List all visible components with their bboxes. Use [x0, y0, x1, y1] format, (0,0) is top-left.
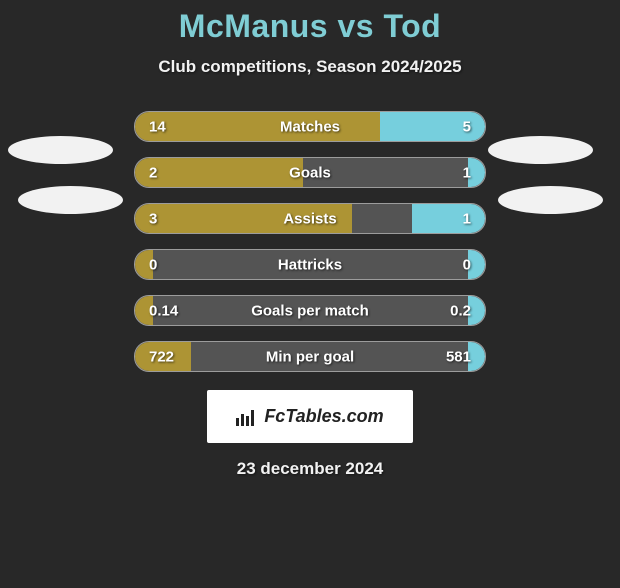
stat-value-left: 722 [149, 348, 174, 365]
stat-value-right: 5 [463, 118, 471, 135]
stat-fill-left [135, 158, 303, 187]
stat-value-right: 1 [463, 164, 471, 181]
stat-label: Min per goal [266, 348, 354, 365]
stat-fill-right [412, 204, 486, 233]
stat-label: Matches [280, 118, 340, 135]
bars-icon [236, 408, 258, 426]
stat-row: 2 1 Goals [134, 157, 486, 188]
stat-label: Goals [289, 164, 331, 181]
stat-value-left: 14 [149, 118, 166, 135]
stat-label: Assists [283, 210, 336, 227]
stat-value-left: 0 [149, 256, 157, 273]
stat-row: 0 0 Hattricks [134, 249, 486, 280]
stat-value-left: 3 [149, 210, 157, 227]
stat-value-right: 0 [463, 256, 471, 273]
stat-fill-left [135, 112, 380, 141]
stat-value-left: 0.14 [149, 302, 178, 319]
stat-row: 3 1 Assists [134, 203, 486, 234]
stats-container: 14 5 Matches 2 1 Goals 3 1 Assists 0 0 Hattricks 0.1… [0, 111, 620, 372]
stat-label: Goals per match [251, 302, 369, 319]
title-vs: vs [337, 8, 374, 44]
stat-value-right: 1 [463, 210, 471, 227]
stat-row: 14 5 Matches [134, 111, 486, 142]
subtitle: Club competitions, Season 2024/2025 [0, 57, 620, 77]
stat-value-left: 2 [149, 164, 157, 181]
comparison-title: McManus vs Tod [0, 8, 620, 45]
logo-box: FcTables.com [207, 390, 413, 443]
stat-row: 722 581 Min per goal [134, 341, 486, 372]
player-right-name: Tod [383, 8, 441, 44]
logo-text: FcTables.com [264, 406, 383, 427]
date-text: 23 december 2024 [0, 459, 620, 479]
stat-value-right: 0.2 [450, 302, 471, 319]
stat-value-right: 581 [446, 348, 471, 365]
stat-row: 0.14 0.2 Goals per match [134, 295, 486, 326]
player-left-name: McManus [179, 8, 328, 44]
logo: FcTables.com [236, 406, 383, 427]
stat-label: Hattricks [278, 256, 342, 273]
